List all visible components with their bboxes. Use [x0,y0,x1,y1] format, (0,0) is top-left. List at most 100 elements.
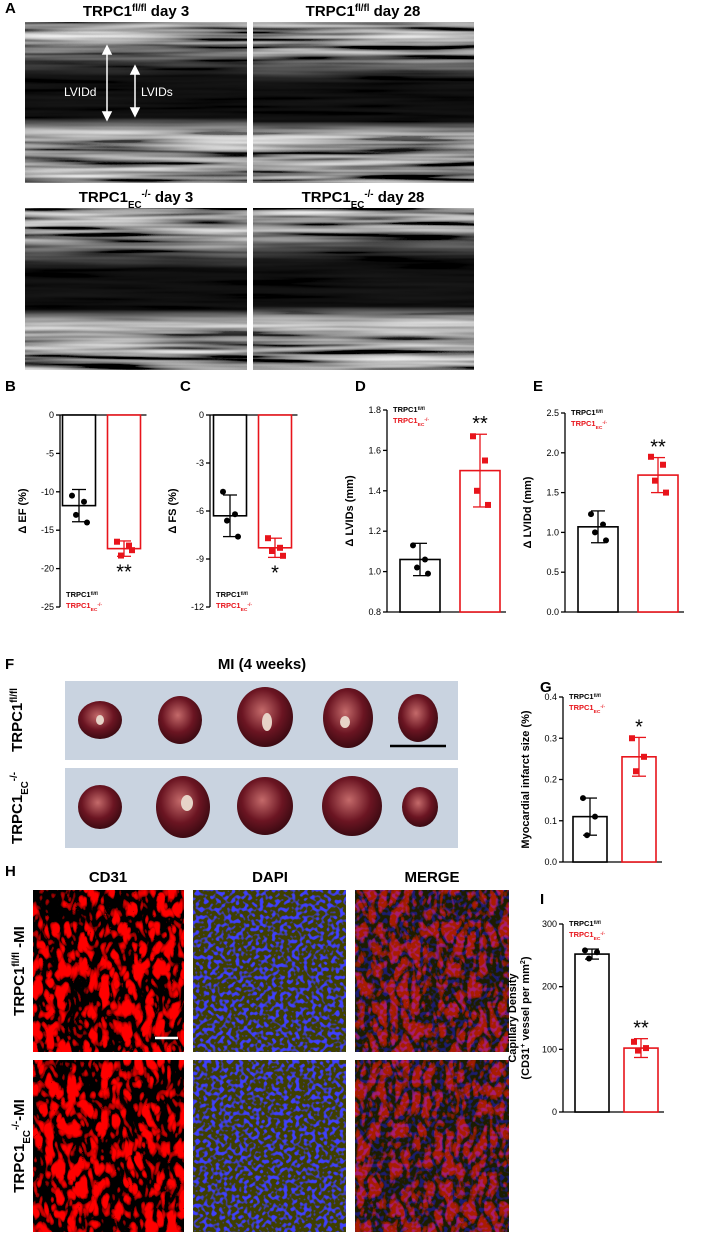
data-point [269,548,275,554]
text-part: -/- [11,1121,22,1130]
text-part: EC [20,781,31,795]
text-part: day 3 [147,3,190,20]
data-point [126,542,132,549]
data-point [631,1038,637,1045]
y-tick-label: 1.0 [368,567,381,577]
y-axis-label: (CD31+ vessel per mm2) [519,956,532,1079]
y-tick-label: 0 [199,410,204,420]
data-point [643,1045,649,1052]
text-part: TRPC1 [11,1144,28,1193]
y-tick-label: 1.6 [368,445,381,455]
y-tick-label: 0.0 [546,607,559,617]
legend-entry: TRPC1fl/fl [569,692,601,701]
data-point [422,556,428,563]
data-point [425,570,431,577]
y-axis-label: Myocardial infarct size (%) [520,710,532,848]
y-tick-label: -5 [46,448,54,458]
y-tick-label: 300 [542,919,557,929]
data-point [603,537,609,544]
data-point [265,535,271,542]
text-part: 2 [519,960,527,964]
y-tick-label: 0.8 [368,607,381,617]
data-point [633,768,639,775]
text-part: TRPC1 [571,408,596,417]
y-axis-label: Δ LVIDd (mm) [522,476,534,548]
y-tick-label: 0.0 [544,857,557,867]
text-part: fl/fl [132,3,147,14]
data-point [580,795,586,802]
text-part: TRPC1 [569,692,594,701]
text-part: day 3 [151,189,194,206]
column-title: MERGE [404,869,459,886]
heart-photos [65,681,458,848]
text-part: TRPC1 [302,189,351,206]
panel-label: A [5,0,16,17]
data-point [663,489,669,496]
data-point [485,501,491,508]
y-tick-label: 2.5 [546,408,559,418]
data-point [588,511,594,518]
row-label: TRPC1EC-/--MI [11,1099,33,1193]
legend-entry: TRPC1EC-/- [66,601,102,613]
text-part: TRPC1 [571,419,596,428]
data-point [220,488,226,495]
text-part: TRPC1 [79,189,128,206]
y-tick-label: -12 [191,602,204,612]
row-label: TRPC1EC-/- [9,772,31,844]
bar [574,953,610,1113]
y-tick-label: 0.5 [546,567,559,577]
text-part: TRPC1 [216,601,241,610]
y-tick-label: 1.5 [546,488,559,498]
y-tick-label: 0 [552,1107,557,1117]
data-point [629,735,635,742]
legend-entry: TRPC1fl/fl [571,408,603,417]
text-part: EC [91,607,98,613]
panel-label: E [533,378,543,395]
data-point [582,947,588,954]
text-part: TRPC1 [11,967,28,1016]
y-tick-label: 1.8 [368,405,381,415]
text-part: Myocardial infarct size (%) [520,710,532,848]
text-part: fl/fl [596,409,603,415]
data-point [652,477,658,484]
data-point [81,498,87,505]
text-part: vessel per mm [520,964,532,1044]
y-tick-label: -10 [41,487,54,497]
y-tick-label: -20 [41,564,54,574]
significance: ** [633,1018,649,1040]
data-point [660,461,666,468]
data-point [69,492,75,499]
data-point [277,544,283,551]
legend-entry: TRPC1fl/fl [66,590,98,599]
text-part: EC [241,607,248,613]
data-point [73,511,79,518]
y-axis-label: Capillary Density [507,972,519,1062]
text-part: Capillary Density [507,972,519,1062]
text-part: TRPC1 [569,703,594,712]
y-tick-label: 0.3 [544,733,557,743]
image-title: TRPC1fl/fl day 28 [306,3,421,21]
text-part: fl/fl [11,952,22,967]
y-tick-label: 100 [542,1044,557,1054]
panel-label: C [180,378,191,395]
data-point [648,453,654,460]
significance: * [271,562,279,584]
y-axis-label: Δ FS (%) [167,488,179,534]
y-tick-label: 200 [542,982,557,992]
y-tick-label: 1.0 [546,527,559,537]
column-title: DAPI [252,869,288,886]
legend-entry: TRPC1fl/fl [216,590,248,599]
data-point [224,517,230,524]
text-part: Δ EF (%) [17,488,29,534]
y-axis-label: Δ EF (%) [17,488,29,534]
legend-entry: TRPC1EC-/- [569,703,605,715]
text-part: TRPC1 [393,416,418,425]
significance: ** [116,561,132,583]
text-part: -/- [247,602,252,608]
text-part: -MI [11,1099,28,1121]
significance: ** [472,413,488,435]
error-bar [72,488,86,523]
text-part: fl/fl [241,591,248,597]
text-part: EC [128,200,142,211]
text-part: EC [418,422,425,428]
